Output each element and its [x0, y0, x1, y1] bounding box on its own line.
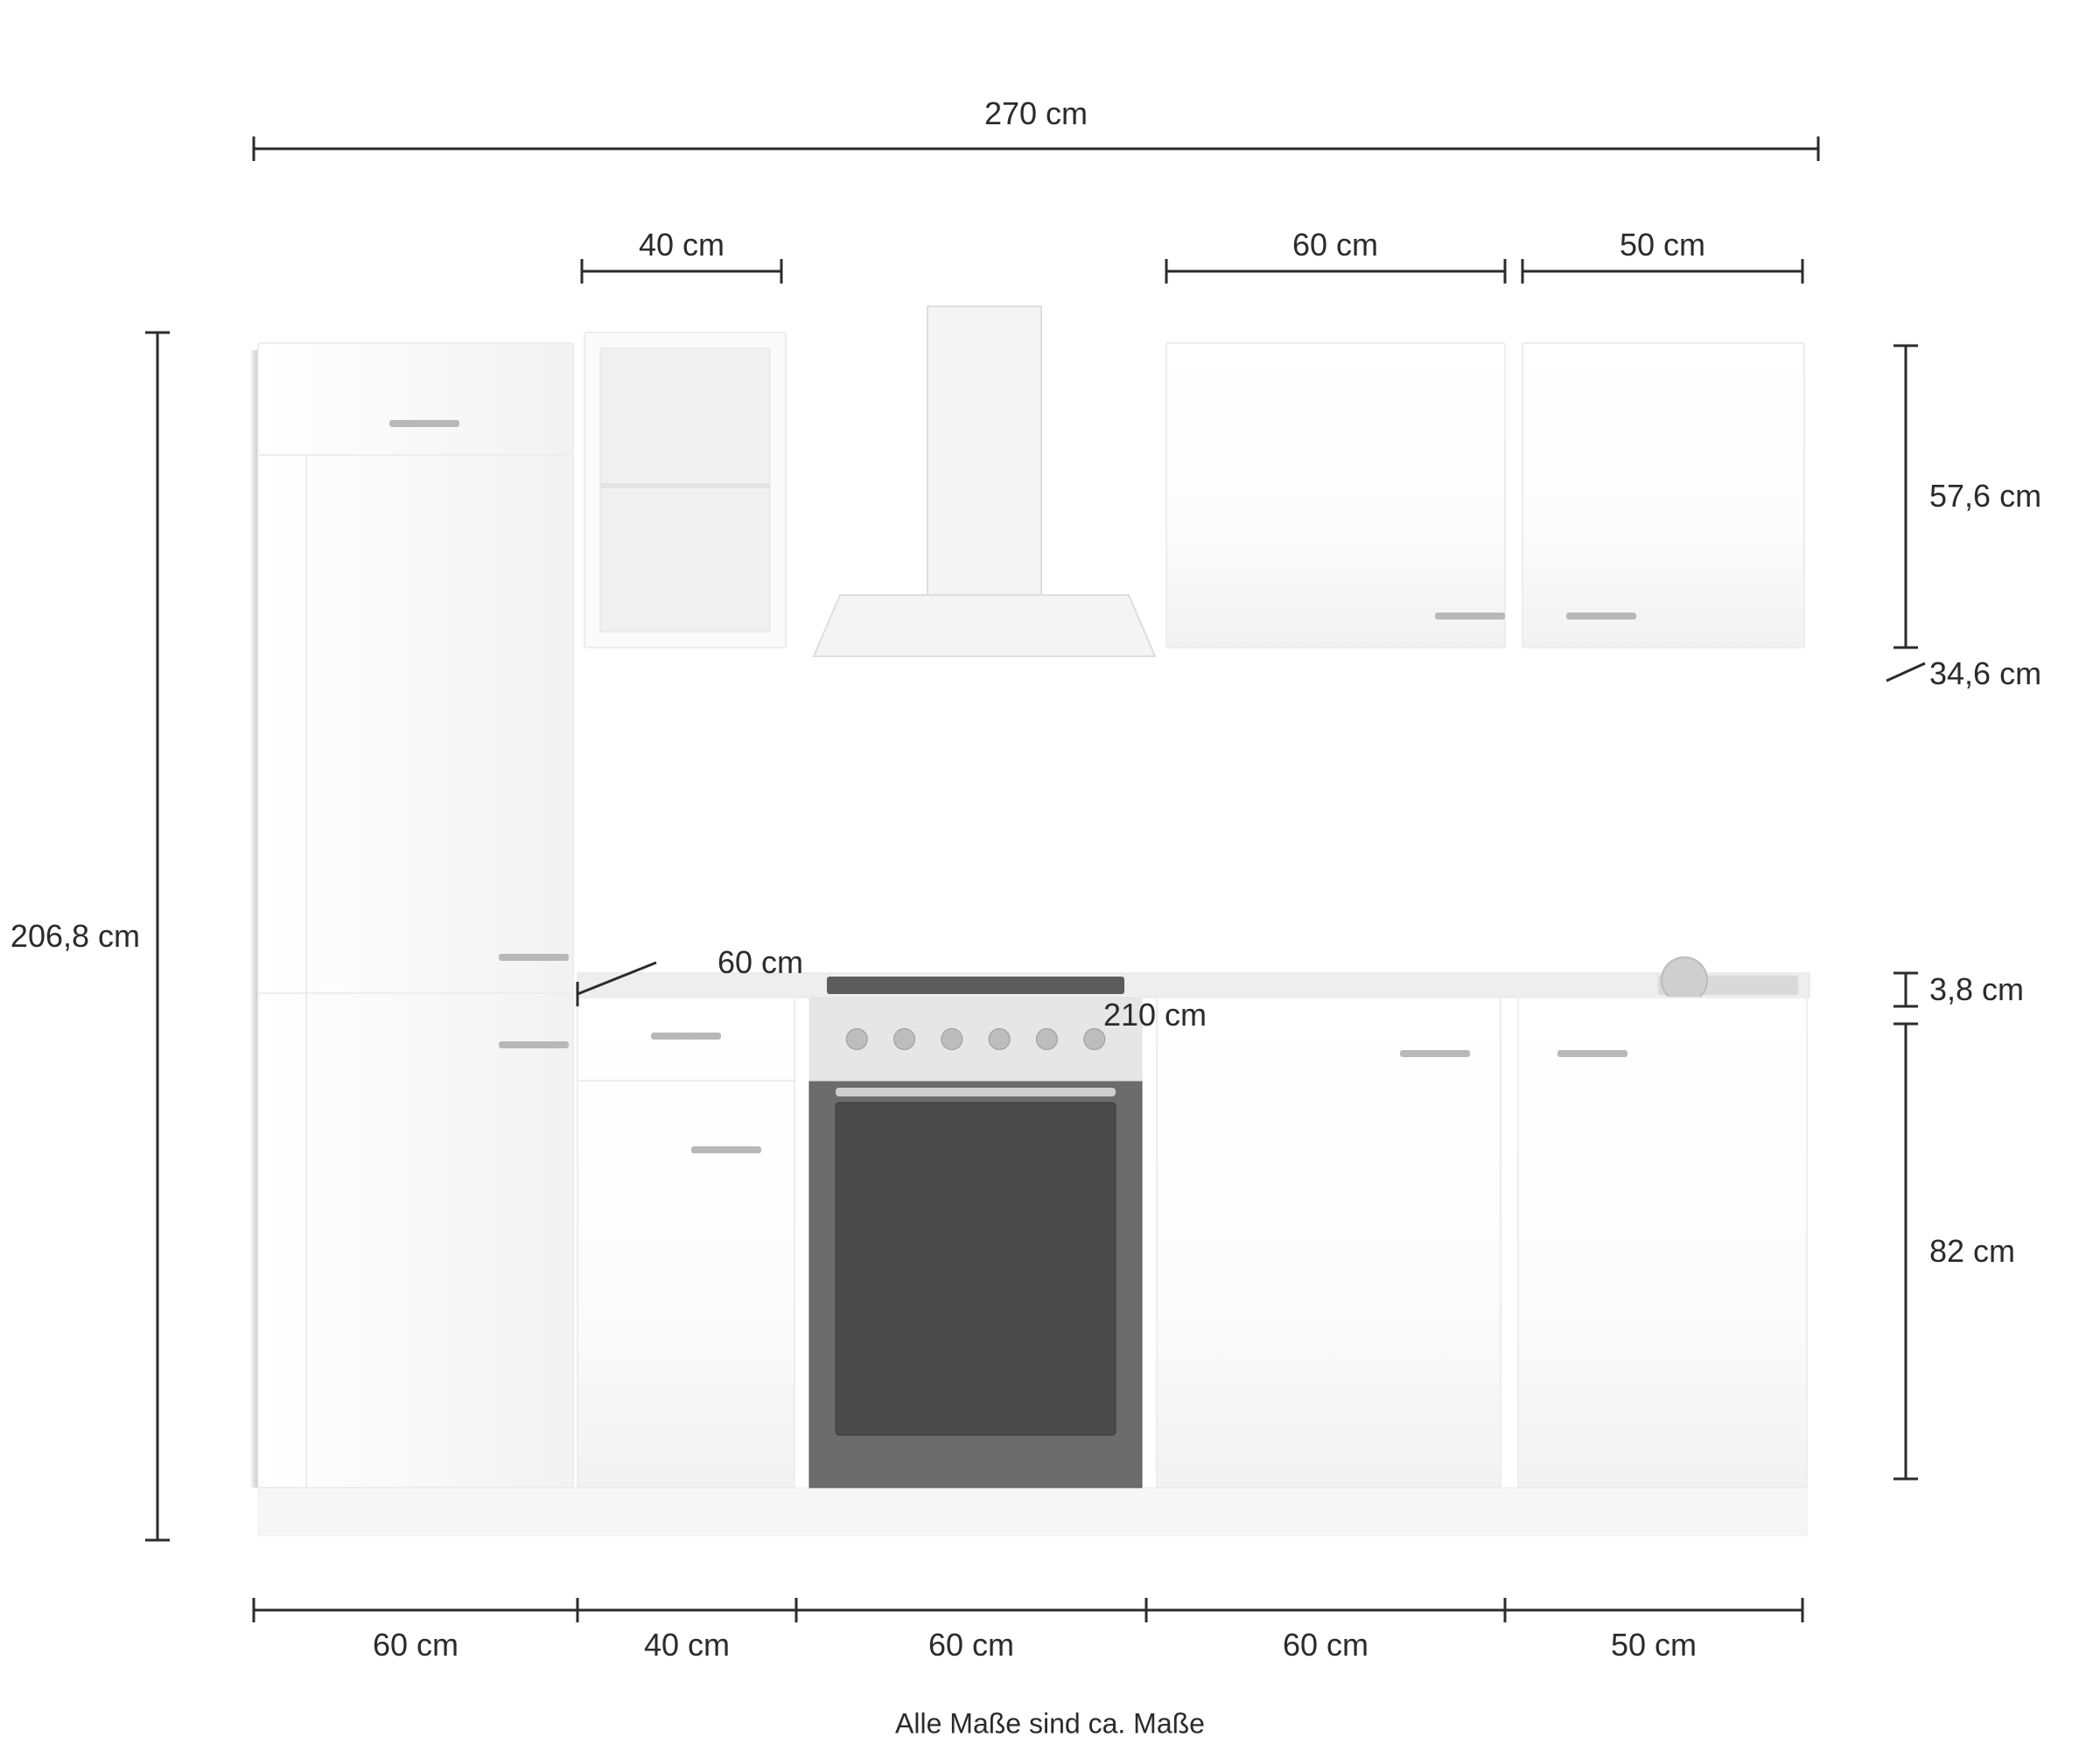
dim-label-footnote: Alle Maße sind ca. Maße	[895, 1708, 1205, 1740]
dim-label-worktop_210: 210 cm	[1103, 997, 1207, 1033]
dim-label-right_576: 57,6 cm	[1929, 478, 2041, 515]
dim-label-bot_60b: 60 cm	[928, 1627, 1014, 1663]
diagram-stage: 270 cm 40 cm 60 cm 50 cm 206,8 cm 57,6 cm 34,6…	[0, 0, 2100, 1758]
dim-label-total_width: 270 cm	[984, 95, 1088, 132]
dim-label-top_50: 50 cm	[1620, 227, 1705, 263]
dim-label-top_40: 40 cm	[639, 227, 724, 263]
dim-label-bot_60a: 60 cm	[373, 1627, 458, 1663]
diagram-svg	[0, 0, 2100, 1758]
dim-label-bot_50: 50 cm	[1611, 1627, 1697, 1663]
dim-label-right_38: 3,8 cm	[1929, 971, 2024, 1008]
dim-label-right_82: 82 cm	[1929, 1233, 2015, 1270]
dim-label-right_346: 34,6 cm	[1929, 655, 2041, 692]
dim-label-top_60: 60 cm	[1292, 227, 1378, 263]
dim-label-bot_40: 40 cm	[644, 1627, 730, 1663]
dim-label-depth_60: 60 cm	[718, 944, 803, 981]
dim-label-left_height: 206,8 cm	[10, 918, 140, 955]
dim-label-bot_60c: 60 cm	[1283, 1627, 1368, 1663]
